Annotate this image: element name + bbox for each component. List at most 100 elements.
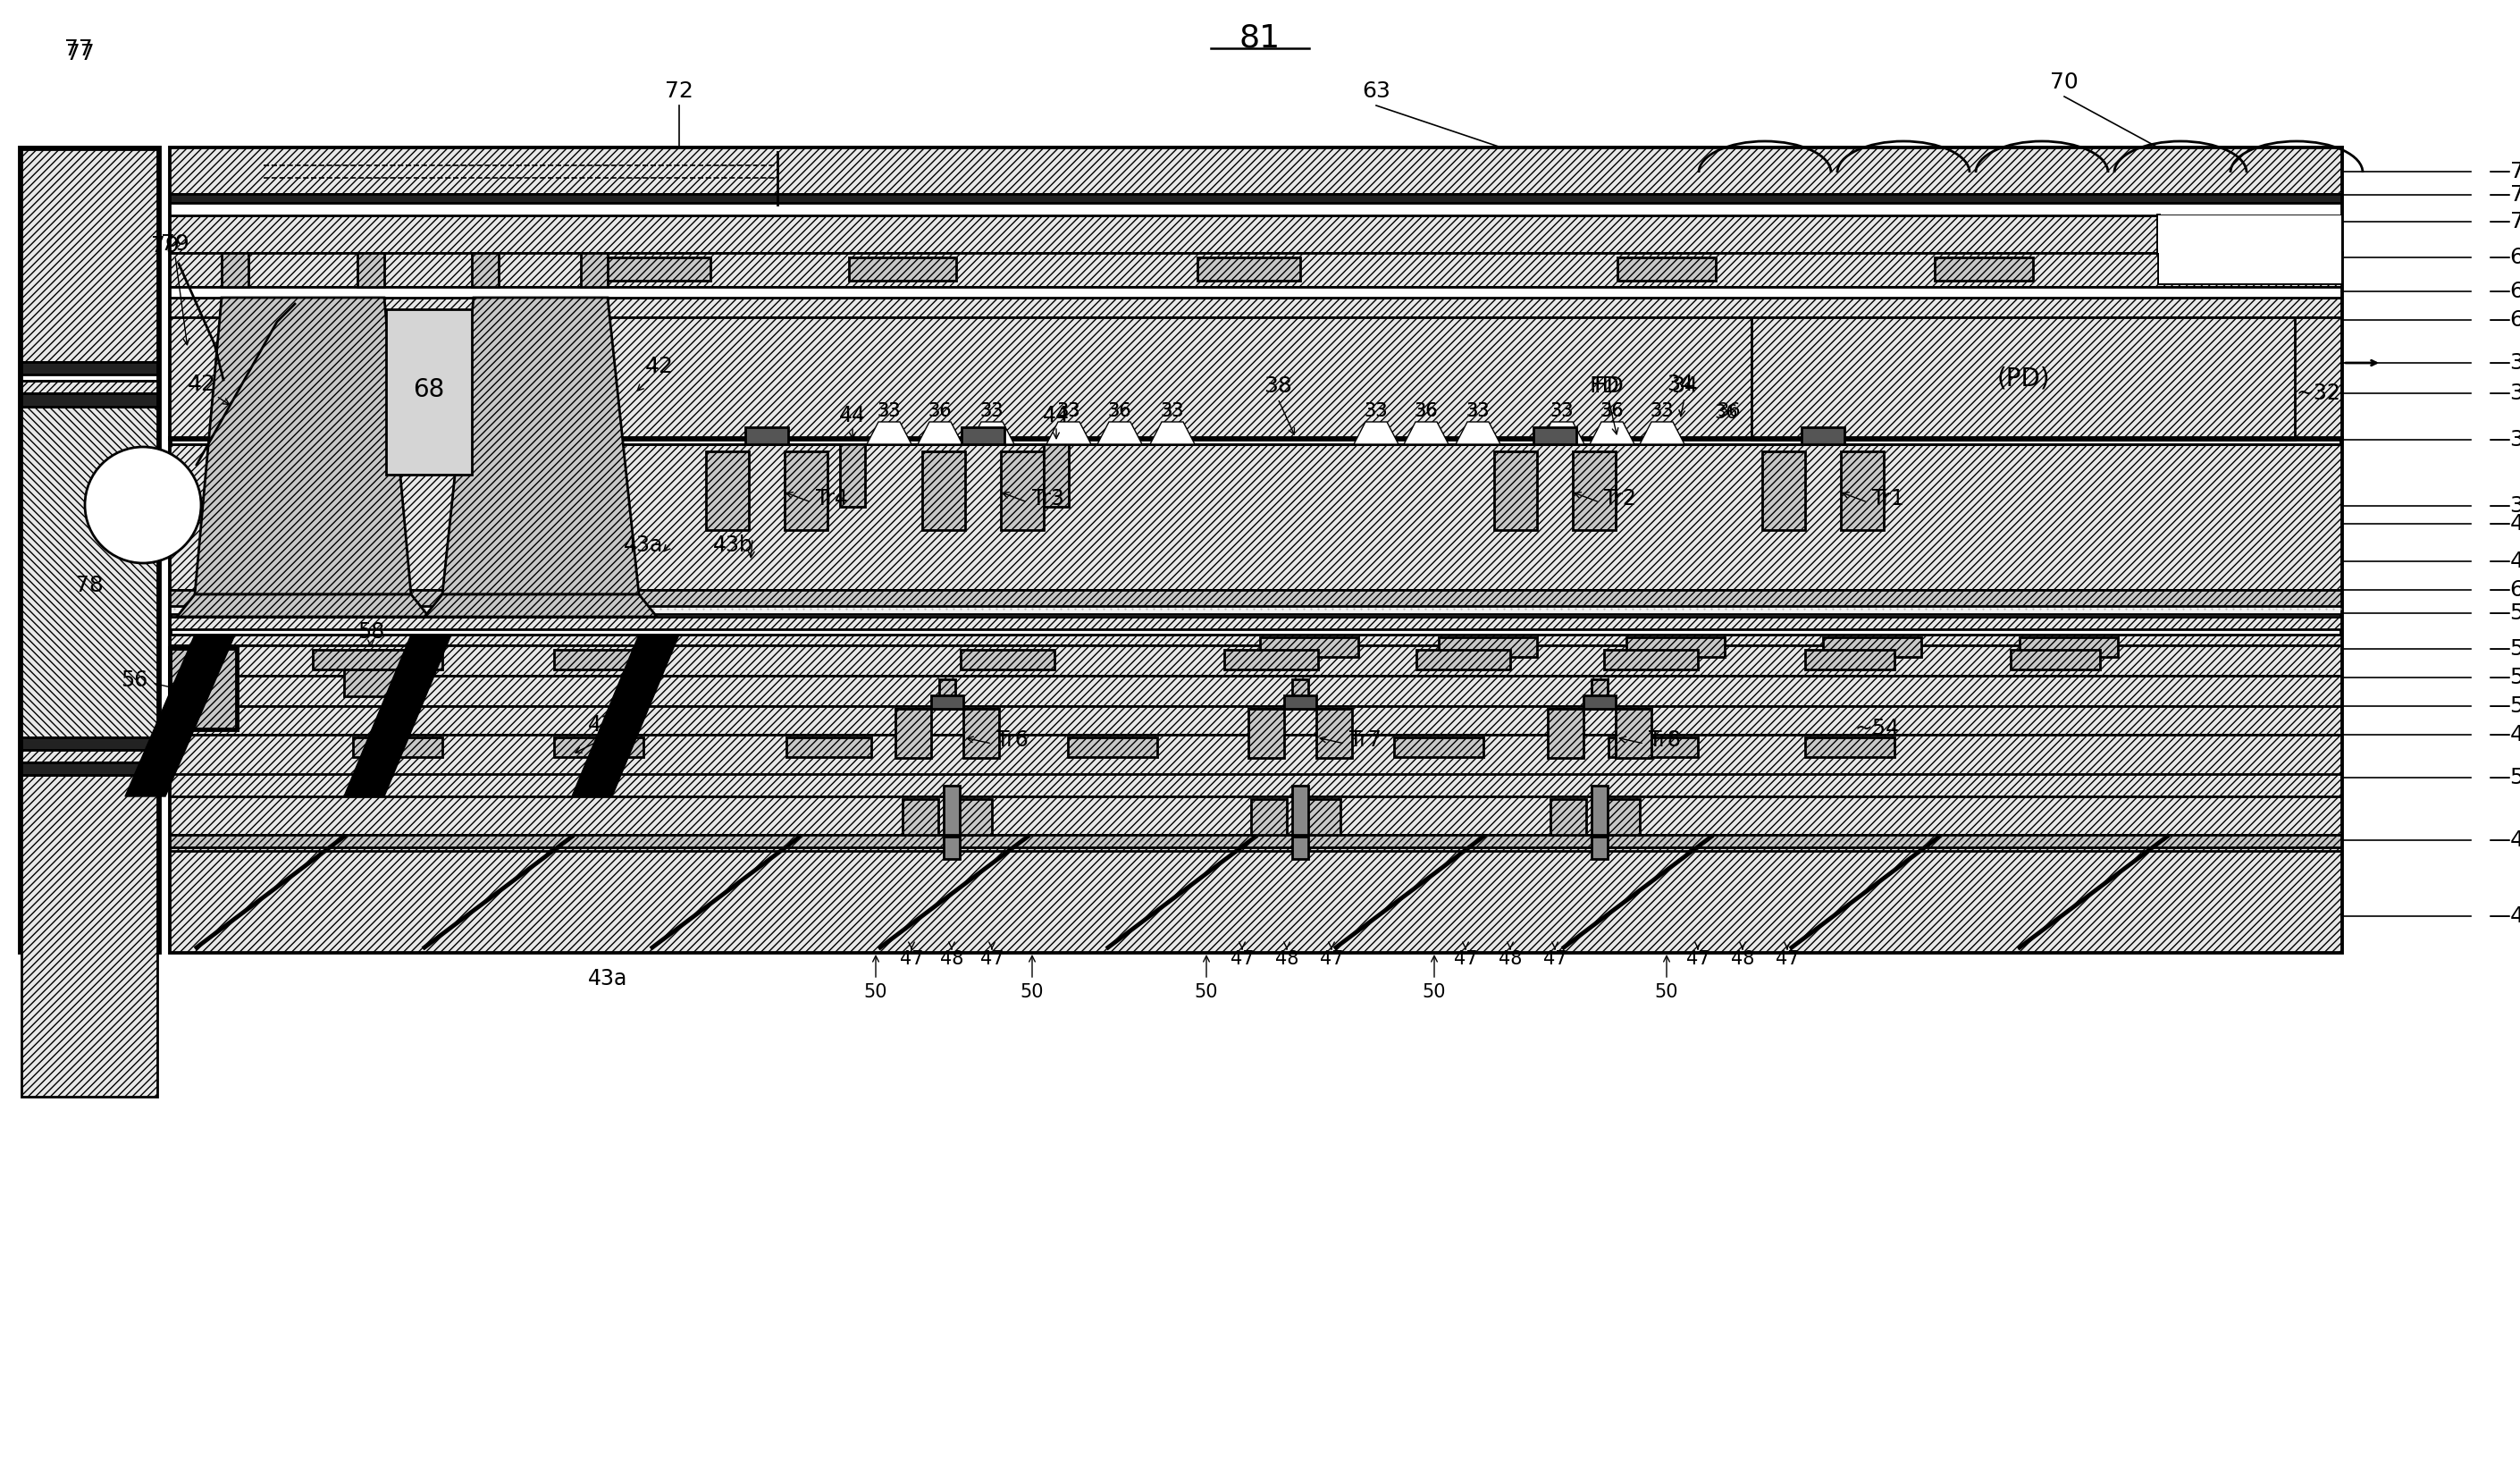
- Polygon shape: [126, 635, 234, 797]
- Bar: [942, 785, 960, 835]
- Bar: [1247, 709, 1285, 759]
- Text: 43a: 43a: [622, 535, 663, 555]
- Text: 33: 33: [1056, 402, 1081, 420]
- Bar: [169, 445, 2341, 589]
- Text: 48: 48: [1499, 950, 1522, 968]
- Text: 43b: 43b: [713, 535, 753, 555]
- Bar: [786, 738, 872, 757]
- Bar: [1593, 785, 1608, 835]
- Bar: [1260, 638, 1358, 657]
- Bar: [169, 648, 237, 729]
- Bar: [169, 635, 2341, 645]
- Bar: [1593, 837, 1608, 859]
- Text: 48: 48: [940, 950, 963, 968]
- Bar: [706, 451, 748, 530]
- Text: 33: 33: [1467, 402, 1489, 420]
- Polygon shape: [1590, 421, 1635, 445]
- Bar: [358, 253, 383, 287]
- Bar: [746, 427, 789, 445]
- Bar: [23, 763, 156, 775]
- Text: Tr4: Tr4: [816, 488, 847, 510]
- Bar: [169, 317, 2341, 440]
- Bar: [1761, 451, 1804, 530]
- Text: —31: —31: [2490, 352, 2520, 374]
- Bar: [1605, 798, 1641, 835]
- Polygon shape: [1046, 421, 1091, 445]
- Text: 42: 42: [186, 374, 217, 395]
- Bar: [1547, 709, 1583, 759]
- Text: 68: 68: [413, 377, 444, 402]
- Polygon shape: [867, 421, 912, 445]
- Text: 33: 33: [980, 402, 1003, 420]
- Text: 47: 47: [1686, 950, 1709, 968]
- Text: 42: 42: [645, 356, 673, 377]
- Text: 50: 50: [1021, 982, 1043, 1002]
- Bar: [895, 709, 932, 759]
- Text: Tr3: Tr3: [1033, 488, 1063, 510]
- Bar: [1535, 427, 1578, 445]
- Text: —69: —69: [2490, 246, 2520, 268]
- Bar: [169, 215, 2341, 253]
- Text: 47: 47: [1230, 950, 1255, 968]
- Text: 47: 47: [900, 950, 922, 968]
- Bar: [345, 669, 398, 697]
- Bar: [1822, 638, 1920, 657]
- Bar: [1416, 650, 1509, 669]
- Text: —74: —74: [2490, 161, 2520, 183]
- Polygon shape: [444, 298, 640, 595]
- Text: 33: 33: [1162, 402, 1184, 420]
- Text: —59: —59: [2490, 602, 2520, 625]
- Text: 48: 48: [1731, 950, 1754, 968]
- Polygon shape: [1353, 421, 1399, 445]
- Text: —53: —53: [2490, 767, 2520, 788]
- Bar: [169, 617, 2341, 629]
- Text: 72: 72: [665, 81, 693, 102]
- Bar: [1043, 445, 1068, 507]
- Bar: [1225, 650, 1318, 669]
- Polygon shape: [1457, 421, 1499, 445]
- Text: 44: 44: [1043, 405, 1068, 426]
- Bar: [169, 298, 2341, 317]
- Bar: [169, 203, 2341, 215]
- Text: FD: FD: [1590, 376, 1620, 396]
- Text: Tr2: Tr2: [1605, 488, 1635, 510]
- Bar: [1250, 798, 1288, 835]
- Text: 33: 33: [980, 402, 1003, 420]
- Text: 33: 33: [877, 402, 902, 420]
- Text: 44: 44: [839, 405, 867, 426]
- Circle shape: [86, 446, 202, 563]
- Polygon shape: [1149, 421, 1194, 445]
- Bar: [1804, 650, 1895, 669]
- Text: —60: —60: [2490, 579, 2520, 601]
- Text: 36: 36: [1414, 402, 1439, 420]
- Bar: [169, 676, 2341, 706]
- Bar: [1583, 695, 1615, 709]
- Bar: [849, 258, 955, 281]
- Bar: [1804, 738, 1895, 757]
- Bar: [902, 798, 937, 835]
- Bar: [169, 604, 2341, 614]
- Bar: [169, 735, 2341, 773]
- Polygon shape: [345, 635, 451, 797]
- Bar: [963, 427, 1005, 445]
- Text: —57: —57: [2490, 638, 2520, 660]
- Text: 70: 70: [2051, 72, 2079, 93]
- Bar: [169, 797, 2341, 835]
- Text: 47: 47: [1777, 950, 1799, 968]
- Text: 81: 81: [1240, 22, 1280, 53]
- Bar: [353, 738, 444, 757]
- Bar: [386, 309, 471, 474]
- Text: 34: 34: [1666, 374, 1693, 395]
- Bar: [595, 258, 711, 281]
- Text: 50: 50: [1421, 982, 1446, 1002]
- Bar: [1394, 738, 1484, 757]
- Bar: [1593, 679, 1608, 695]
- Text: 33: 33: [1550, 402, 1575, 420]
- Text: 34: 34: [1671, 376, 1698, 396]
- Text: ~32: ~32: [2296, 383, 2341, 404]
- Bar: [169, 287, 2341, 298]
- Polygon shape: [572, 635, 680, 797]
- Text: 36: 36: [1109, 402, 1131, 420]
- Text: Tr1: Tr1: [1872, 488, 1905, 510]
- Text: 33: 33: [1363, 402, 1389, 420]
